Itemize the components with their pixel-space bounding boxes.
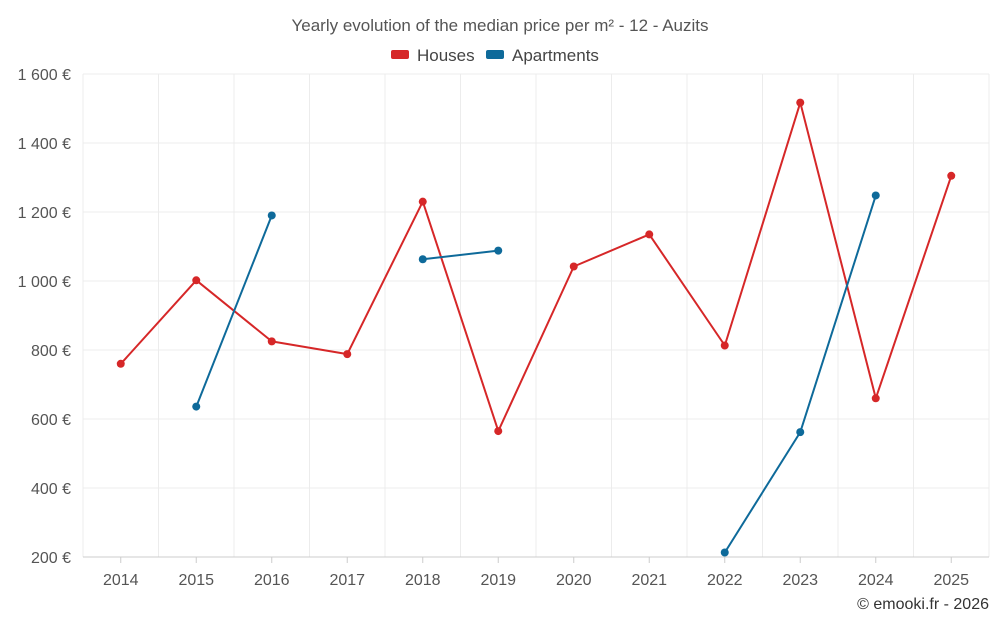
y-tick-label: 1 400 € — [18, 136, 71, 153]
x-tick-label: 2025 — [933, 572, 969, 589]
x-tick-label: 2024 — [858, 572, 894, 589]
x-tick-label: 2017 — [329, 572, 365, 589]
data-point-apartments[interactable] — [192, 402, 201, 411]
data-point-houses[interactable] — [267, 337, 276, 346]
y-tick-label: 200 € — [31, 550, 71, 567]
data-point-houses[interactable] — [645, 230, 654, 239]
series-line-apartments — [422, 249, 499, 261]
x-tick-labels: 2014 2015 2016 2017 2018 2019 2020 2021 2022 2023… — [103, 572, 969, 589]
x-tick-label: 2023 — [782, 572, 818, 589]
legend-label-apartments: Apartments — [512, 46, 599, 65]
legend-swatch-apartments — [486, 50, 504, 59]
y-tick-labels: 200 € 400 € 600 € 800 € 1 000 € 1 200 € 1 400 … — [18, 67, 71, 567]
credit-text: © emooki.fr - 2026 — [857, 596, 989, 613]
legend-swatch-houses — [391, 50, 409, 59]
data-point-apartments[interactable] — [418, 255, 427, 264]
series-line-apartments — [195, 215, 273, 407]
data-point-apartments[interactable] — [871, 191, 880, 200]
x-tick-label: 2014 — [103, 572, 139, 589]
data-point-houses[interactable] — [871, 394, 880, 403]
chart-title: Yearly evolution of the median price per… — [291, 16, 708, 35]
y-tick-label: 600 € — [31, 412, 71, 429]
grid — [82, 73, 990, 557]
data-point-houses[interactable] — [494, 427, 503, 436]
x-tick-label: 2015 — [178, 572, 214, 589]
data-point-houses[interactable] — [343, 350, 352, 359]
series-line-apartments — [723, 195, 877, 554]
y-tick-label: 1 200 € — [18, 205, 71, 222]
x-tick-label: 2019 — [480, 572, 516, 589]
axes — [83, 556, 989, 563]
data-point-apartments[interactable] — [494, 246, 503, 255]
data-point-houses[interactable] — [947, 171, 956, 180]
data-point-houses[interactable] — [796, 98, 805, 107]
data-point-houses[interactable] — [192, 276, 201, 285]
x-tick-label: 2016 — [254, 572, 290, 589]
data-point-apartments[interactable] — [796, 428, 805, 437]
data-point-houses[interactable] — [116, 359, 125, 368]
data-point-apartments[interactable] — [720, 548, 729, 557]
data-point-apartments[interactable] — [267, 211, 276, 220]
data-point-houses[interactable] — [720, 341, 729, 350]
series-points — [116, 98, 956, 557]
legend: Houses Apartments — [391, 46, 599, 65]
data-point-houses[interactable] — [418, 197, 427, 206]
series-line-houses — [120, 101, 953, 433]
y-tick-label: 1 000 € — [18, 274, 71, 291]
x-tick-label: 2020 — [556, 572, 592, 589]
x-tick-label: 2018 — [405, 572, 441, 589]
y-tick-label: 400 € — [31, 481, 71, 498]
legend-item-apartments[interactable]: Apartments — [486, 46, 599, 65]
y-tick-label: 1 600 € — [18, 67, 71, 84]
x-tick-label: 2022 — [707, 572, 743, 589]
y-tick-label: 800 € — [31, 343, 71, 360]
legend-item-houses[interactable]: Houses — [391, 46, 475, 65]
legend-label-houses: Houses — [417, 46, 475, 65]
data-point-houses[interactable] — [569, 262, 578, 271]
x-tick-label: 2021 — [631, 572, 667, 589]
